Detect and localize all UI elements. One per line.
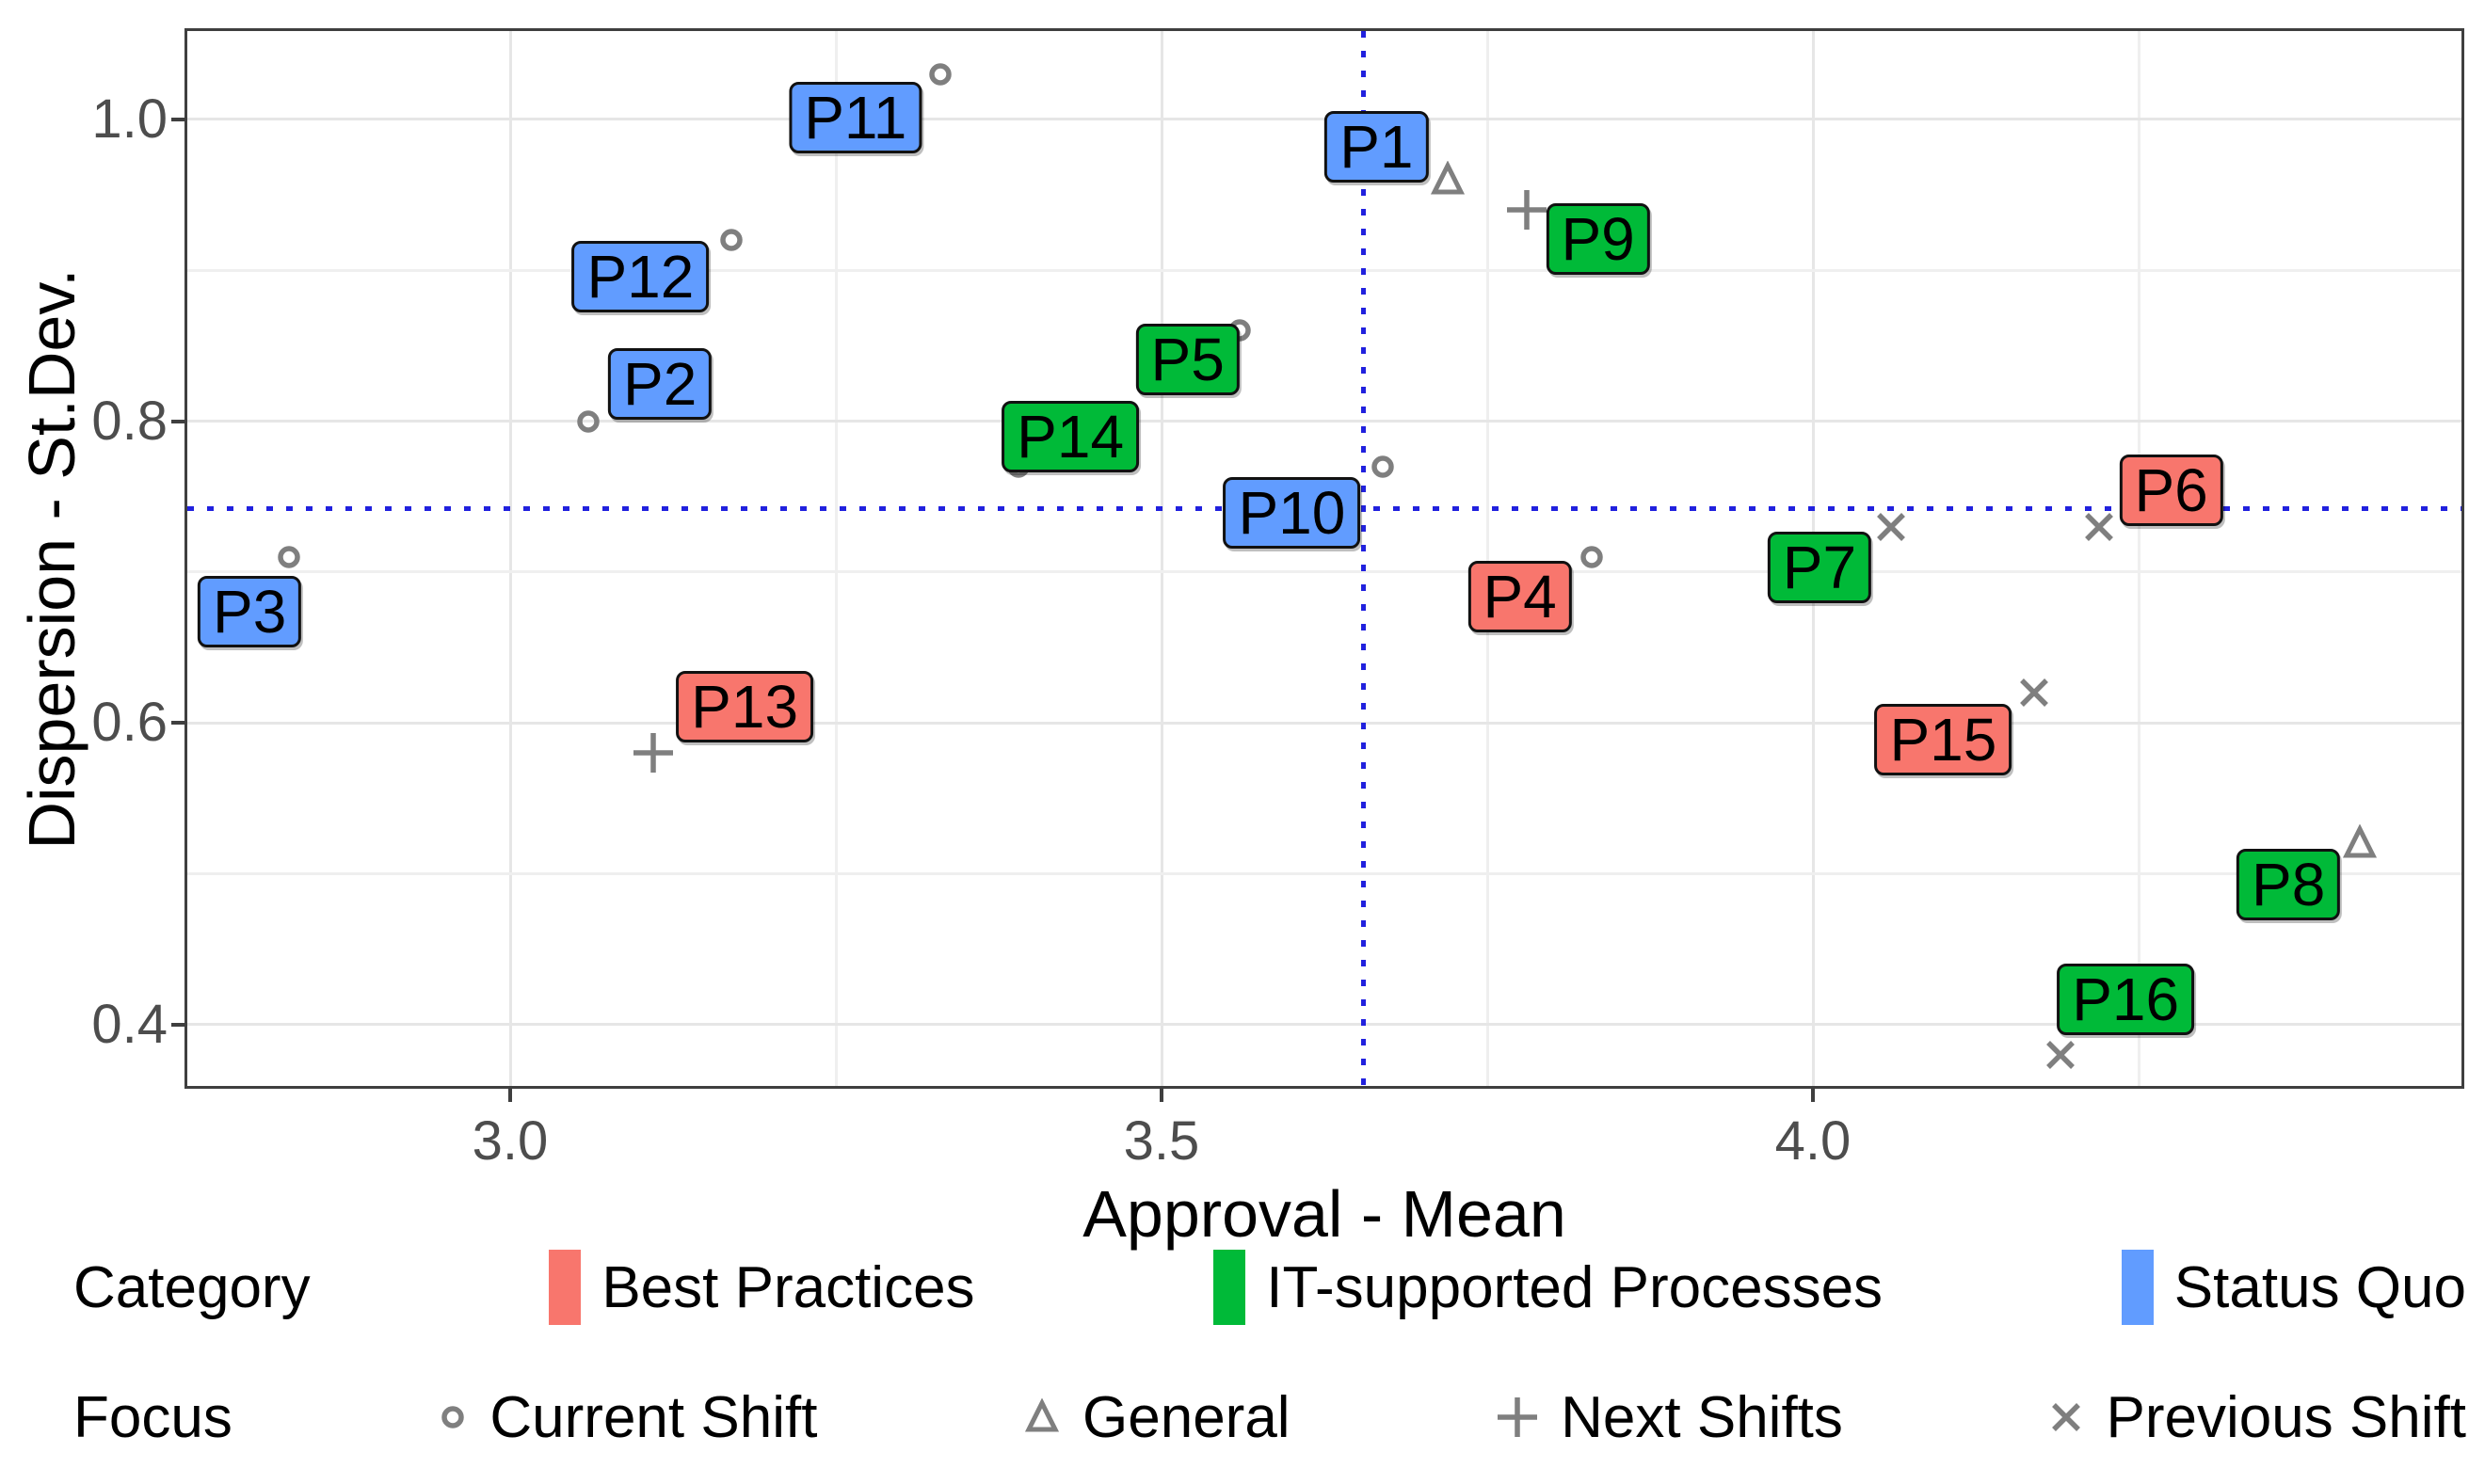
legend-item-next-shifts: Next Shifts [1495,1384,1843,1451]
reference-line-vertical [1361,31,1367,1086]
legend-circle-icon [437,1401,469,1433]
point-label-p8: P8 [2236,848,2341,920]
gridline-vertical [508,31,512,1086]
marker-circle-icon [1367,451,1399,483]
y-tick-mark [171,419,184,423]
marker-triangle-icon [1428,160,1467,199]
gridline-vertical [1485,31,1489,1086]
legend-label: Previous Shift [2106,1384,2466,1450]
gridline-horizontal [187,721,2461,725]
marker-circle-icon [924,58,956,90]
marker-plus-icon [631,730,676,775]
x-tick-label: 4.0 [1774,1110,1852,1172]
legend-swatch-it-supported-processes [1213,1250,1246,1325]
y-tick-mark [171,721,184,726]
point-label-p15: P15 [1874,703,2012,775]
x-tick-mark [508,1089,512,1102]
marker-circle-icon [715,224,747,256]
legend-row-focus: Focus Current Shift General Next Shifts Pre… [73,1374,2466,1460]
x-tick-mark [1811,1089,1815,1102]
marker-plus-icon [1504,187,1549,232]
legend-label: General [1082,1384,1291,1450]
legend-label: IT-supported Processes [1266,1254,1884,1320]
marker-x-icon [1872,508,1910,546]
x-tick-label: 3.5 [1123,1110,1200,1172]
gridline-horizontal [187,420,2461,423]
point-label-p11: P11 [789,82,922,154]
legend-row-category: Category Best Practices IT-supported Proc… [73,1244,2466,1331]
marker-triangle-icon [2340,823,2380,862]
legend-triangle-icon [1022,1397,1062,1436]
x-axis-title: Approval - Mean [1082,1177,1566,1251]
legend-item-status-quo: Status Quo [2121,1250,2466,1325]
legend-plus-icon [1495,1395,1540,1440]
marker-circle-icon [273,541,305,573]
y-tick-label: 1.0 [91,88,168,150]
point-label-p5: P5 [1135,323,1240,395]
legend-item-general: General [1022,1384,1291,1451]
gridline-vertical [2137,31,2140,1086]
marker-circle-icon [572,406,604,438]
point-label-p1: P1 [1324,110,1429,183]
legend-swatch-status-quo [2121,1250,2154,1325]
marker-circle-icon [1576,541,1608,573]
gridline-horizontal [187,872,2461,876]
legend-item-best-practices: Best Practices [549,1250,975,1325]
marker-x-icon [2042,1036,2079,1074]
y-tick-label: 0.4 [91,993,168,1055]
y-tick-label: 0.8 [91,390,168,452]
point-label-p10: P10 [1223,477,1361,550]
y-axis-title: Dispersion - St.Dev. [15,268,88,850]
point-label-p12: P12 [571,240,710,312]
point-label-p7: P7 [1767,532,1872,604]
point-label-p6: P6 [2119,455,2223,527]
y-tick-mark [171,117,184,121]
gridline-horizontal [187,268,2461,272]
legend-label: Best Practices [601,1254,975,1320]
legend-item-it-supported-processes: IT-supported Processes [1213,1250,1883,1325]
x-tick-mark [1160,1089,1163,1102]
plot-panel [184,28,2464,1089]
x-tick-label: 3.0 [472,1110,549,1172]
legend-swatch-best-practices [549,1250,582,1325]
gridline-horizontal [187,570,2461,574]
y-tick-mark [171,1022,184,1027]
point-label-p13: P13 [676,670,814,742]
legend-label: Status Quo [2173,1254,2466,1320]
point-label-p14: P14 [1002,400,1140,472]
legend-focus-title: Focus [73,1384,232,1450]
point-label-p9: P9 [1546,202,1650,275]
gridline-vertical [1160,31,1163,1086]
point-label-p3: P3 [198,575,302,647]
marker-x-icon [2015,674,2053,711]
y-tick-label: 0.6 [91,692,168,754]
gridline-vertical [834,31,838,1086]
legend-x-icon [2047,1398,2085,1436]
gridline-horizontal [187,118,2461,121]
legend-label: Current Shift [489,1384,818,1450]
point-label-p16: P16 [2057,963,2195,1035]
legend-label: Next Shifts [1561,1384,1843,1450]
legend-item-current-shift: Current Shift [437,1384,817,1451]
point-label-p4: P4 [1467,560,1572,632]
point-label-p2: P2 [608,347,713,420]
gridline-horizontal [187,1023,2461,1027]
legend-category-title: Category [73,1254,311,1320]
legend-item-previous-shift: Previous Shift [2047,1384,2466,1451]
marker-x-icon [2080,508,2118,546]
